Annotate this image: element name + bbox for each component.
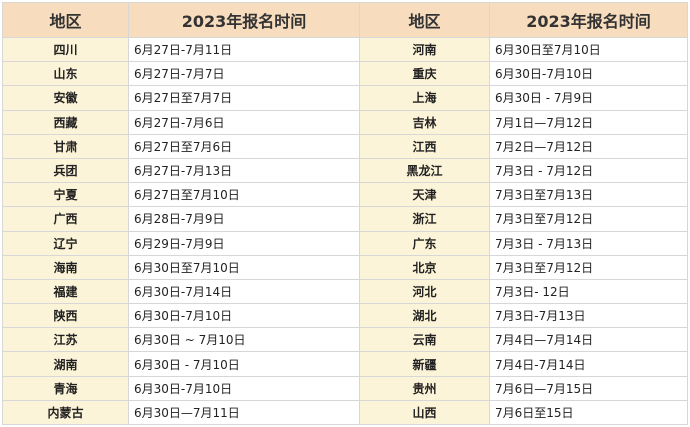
region-left-cell: 四川	[2, 36, 129, 63]
table-row: 兵团 6月27日-7月13日 黑龙江 7月3日 - 7月12日	[2, 157, 688, 184]
date-left-cell: 6月30日至7月10日	[128, 254, 360, 280]
date-left-cell: 6月28日-7月9日	[128, 206, 360, 232]
date-right-cell: 7月3日 - 7月12日	[489, 157, 688, 184]
table-row: 辽宁 6月29日-7月9日 广东 7月3日 - 7月13日	[2, 230, 688, 256]
region-right-cell: 河南	[359, 36, 490, 63]
header-row: 地区 2023年报名时间 地区 2023年报名时间	[2, 2, 688, 38]
region-left-cell: 西藏	[2, 109, 129, 135]
region-right-cell: 浙江	[359, 206, 490, 232]
table-row: 西藏 6月27日-7月6日 吉林 7月1日—7月12日	[2, 109, 688, 135]
region-left-cell: 宁夏	[2, 182, 129, 208]
date-right-cell: 6月30日 - 7月9日	[489, 85, 688, 111]
date-right-cell: 6月30日-7月10日	[489, 61, 688, 87]
date-left-cell: 6月30日-7月14日	[128, 278, 360, 305]
region-left-cell: 辽宁	[2, 230, 129, 256]
region-left-cell: 甘肃	[2, 133, 129, 159]
table-row: 福建 6月30日-7月14日 河北 7月3日- 12日	[2, 278, 688, 305]
region-left-cell: 江苏	[2, 327, 129, 353]
date-right-cell: 7月3日至7月12日	[489, 206, 688, 232]
date-left-cell: 6月27日-7月11日	[128, 36, 360, 63]
table-row: 山东 6月27日-7月7日 重庆 6月30日-7月10日	[2, 61, 688, 87]
header-region-right: 地区	[359, 2, 490, 38]
region-right-cell: 贵州	[359, 375, 490, 401]
region-right-cell: 天津	[359, 182, 490, 208]
region-left-cell: 山东	[2, 61, 129, 87]
table-row: 内蒙古 6月30日—7月11日 山西 7月6日至15日	[2, 399, 688, 426]
date-left-cell: 6月27日-7月13日	[128, 157, 360, 184]
date-right-cell: 6月30日至7月10日	[489, 36, 688, 63]
region-left-cell: 青海	[2, 375, 129, 401]
date-left-cell: 6月27日至7月7日	[128, 85, 360, 111]
region-left-cell: 广西	[2, 206, 129, 232]
region-right-cell: 江西	[359, 133, 490, 159]
date-right-cell: 7月6日—7月15日	[489, 375, 688, 401]
table-row: 甘肃 6月27日至7月6日 江西 7月2日—7月12日	[2, 133, 688, 159]
date-left-cell: 6月27日至7月6日	[128, 133, 360, 159]
header-date-right: 2023年报名时间	[489, 2, 688, 38]
date-right-cell: 7月1日—7月12日	[489, 109, 688, 135]
region-right-cell: 云南	[359, 327, 490, 353]
region-right-cell: 河北	[359, 278, 490, 305]
table-row: 海南 6月30日至7月10日 北京 7月3日至7月12日	[2, 254, 688, 280]
date-right-cell: 7月3日-7月13日	[489, 303, 688, 329]
region-right-cell: 吉林	[359, 109, 490, 135]
table-row: 广西 6月28日-7月9日 浙江 7月3日至7月12日	[2, 206, 688, 232]
region-left-cell: 内蒙古	[2, 399, 129, 426]
date-right-cell: 7月3日 - 7月13日	[489, 230, 688, 256]
table-row: 湖南 6月30日 - 7月10日 新疆 7月4日-7月14日	[2, 351, 688, 377]
date-right-cell: 7月4日-7月14日	[489, 351, 688, 377]
date-left-cell: 6月29日-7月9日	[128, 230, 360, 256]
region-right-cell: 广东	[359, 230, 490, 256]
table-row: 四川 6月27日-7月11日 河南 6月30日至7月10日	[2, 36, 688, 63]
region-right-cell: 新疆	[359, 351, 490, 377]
table-row: 陕西 6月30日-7月10日 湖北 7月3日-7月13日	[2, 303, 688, 329]
region-left-cell: 海南	[2, 254, 129, 280]
date-right-cell: 7月3日至7月13日	[489, 182, 688, 208]
date-left-cell: 6月30日 ~ 7月10日	[128, 327, 360, 353]
date-left-cell: 6月30日-7月10日	[128, 303, 360, 329]
region-right-cell: 北京	[359, 254, 490, 280]
table-body: 四川 6月27日-7月11日 河南 6月30日至7月10日 山东 6月27日-7月7日 重庆…	[2, 36, 688, 426]
region-left-cell: 陕西	[2, 303, 129, 329]
table-row: 宁夏 6月27日至7月10日 天津 7月3日至7月13日	[2, 182, 688, 208]
date-left-cell: 6月27日-7月6日	[128, 109, 360, 135]
table-row: 江苏 6月30日 ~ 7月10日 云南 7月4日—7月14日	[2, 327, 688, 353]
date-right-cell: 7月2日—7月12日	[489, 133, 688, 159]
date-right-cell: 7月6日至15日	[489, 399, 688, 426]
date-right-cell: 7月3日至7月12日	[489, 254, 688, 280]
date-left-cell: 6月27日-7月7日	[128, 61, 360, 87]
region-right-cell: 湖北	[359, 303, 490, 329]
date-left-cell: 6月30日—7月11日	[128, 399, 360, 426]
date-right-cell: 7月4日—7月14日	[489, 327, 688, 353]
date-right-cell: 7月3日- 12日	[489, 278, 688, 305]
region-right-cell: 重庆	[359, 61, 490, 87]
date-left-cell: 6月30日 - 7月10日	[128, 351, 360, 377]
header-date-left: 2023年报名时间	[128, 2, 360, 38]
region-right-cell: 上海	[359, 85, 490, 111]
region-left-cell: 兵团	[2, 157, 129, 184]
region-left-cell: 湖南	[2, 351, 129, 377]
region-left-cell: 安徽	[2, 85, 129, 111]
region-right-cell: 黑龙江	[359, 157, 490, 184]
header-region-left: 地区	[2, 2, 129, 38]
table-row: 青海 6月30日-7月10日 贵州 7月6日—7月15日	[2, 375, 688, 401]
region-right-cell: 山西	[359, 399, 490, 426]
region-left-cell: 福建	[2, 278, 129, 305]
table-row: 安徽 6月27日至7月7日 上海 6月30日 - 7月9日	[2, 85, 688, 111]
date-left-cell: 6月27日至7月10日	[128, 182, 360, 208]
date-left-cell: 6月30日-7月10日	[128, 375, 360, 401]
